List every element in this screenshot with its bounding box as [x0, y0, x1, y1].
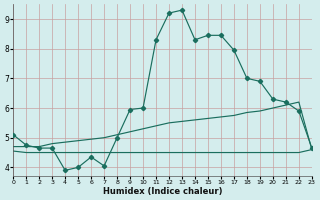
X-axis label: Humidex (Indice chaleur): Humidex (Indice chaleur): [103, 187, 222, 196]
